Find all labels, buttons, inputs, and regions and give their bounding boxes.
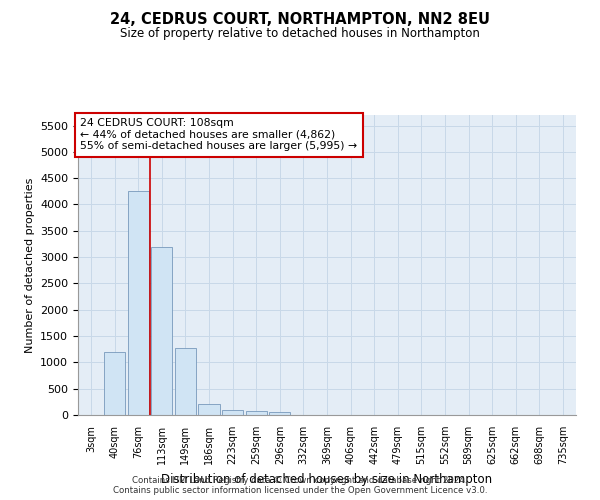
Bar [175, 348, 196, 415]
Bar [104, 352, 125, 415]
Bar [128, 192, 149, 415]
Text: Contains HM Land Registry data © Crown copyright and database right 2024.
Contai: Contains HM Land Registry data © Crown c… [113, 476, 487, 495]
Text: 24, CEDRUS COURT, NORTHAMPTON, NN2 8EU: 24, CEDRUS COURT, NORTHAMPTON, NN2 8EU [110, 12, 490, 28]
Y-axis label: Number of detached properties: Number of detached properties [25, 178, 35, 352]
Bar [151, 246, 172, 415]
Text: 24 CEDRUS COURT: 108sqm
← 44% of detached houses are smaller (4,862)
55% of semi: 24 CEDRUS COURT: 108sqm ← 44% of detache… [80, 118, 358, 151]
Bar [245, 412, 267, 415]
Text: Size of property relative to detached houses in Northampton: Size of property relative to detached ho… [120, 28, 480, 40]
Bar [222, 410, 243, 415]
Bar [199, 404, 220, 415]
Bar [269, 412, 290, 415]
X-axis label: Distribution of detached houses by size in Northampton: Distribution of detached houses by size … [161, 472, 493, 486]
